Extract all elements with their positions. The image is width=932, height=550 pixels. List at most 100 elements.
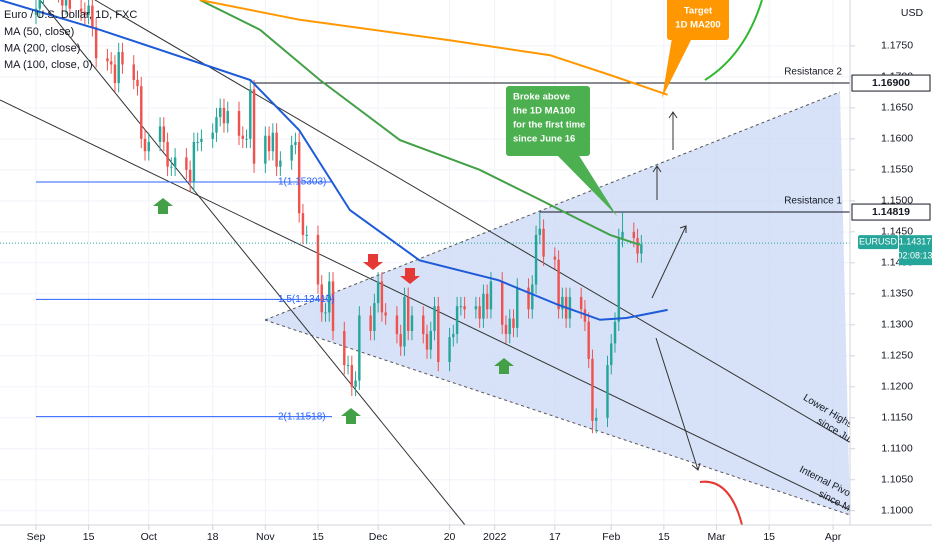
candle-body xyxy=(489,281,493,310)
candle-body xyxy=(87,5,90,15)
candle-body xyxy=(403,296,406,347)
candle-body xyxy=(162,126,166,142)
candle-body xyxy=(279,160,282,167)
legend-entry: MA (50, close) xyxy=(4,26,74,38)
time-axis-bg xyxy=(0,525,932,550)
candle-body xyxy=(320,284,323,313)
fib-label: 1.5(1.13410) xyxy=(278,294,335,305)
red-arc xyxy=(699,480,743,525)
candle-body xyxy=(218,107,222,118)
x-tick-label: 17 xyxy=(549,531,561,543)
candle-body xyxy=(147,141,151,152)
candle-body xyxy=(448,337,451,362)
callout-text: for the first time xyxy=(513,120,585,131)
candle-body xyxy=(346,365,350,367)
y-tick-label: 1.1200 xyxy=(881,381,913,393)
candle-body xyxy=(215,117,218,133)
arrows xyxy=(651,111,701,471)
ma-line xyxy=(199,0,668,96)
down-arrow xyxy=(400,268,420,284)
y-tick-label: 1.1150 xyxy=(881,412,912,424)
y-tick-label: 1.1550 xyxy=(881,164,913,176)
candle-body xyxy=(316,234,320,285)
callout-tail xyxy=(662,38,692,98)
candle-body xyxy=(527,287,530,310)
candle-body xyxy=(399,334,402,347)
candle-body xyxy=(166,141,169,167)
candle-body xyxy=(516,287,519,328)
candle-body xyxy=(297,141,301,214)
candle-body xyxy=(113,64,117,84)
candle-body xyxy=(252,89,256,164)
x-tick-label: 15 xyxy=(658,531,670,543)
candle-body xyxy=(132,64,135,80)
ma-line xyxy=(0,0,668,321)
x-tick-label: Mar xyxy=(707,531,726,543)
candle-body xyxy=(410,315,414,331)
callout-text: the 1D MA100 xyxy=(513,106,575,117)
data xyxy=(0,0,850,434)
candle-body xyxy=(117,52,120,84)
legend-entry: MA (200, close) xyxy=(4,42,80,54)
callout-tail xyxy=(556,154,617,216)
candle-body xyxy=(271,132,275,152)
candle-body xyxy=(226,110,229,124)
candle-body xyxy=(437,306,440,362)
candle-body xyxy=(264,135,267,164)
candle-body xyxy=(587,321,590,359)
candle-body xyxy=(61,0,64,6)
currency-label: USD xyxy=(901,7,924,19)
candle-body xyxy=(64,0,68,6)
x-tick-label: Feb xyxy=(602,531,620,543)
candle-body xyxy=(508,318,511,335)
candle-body xyxy=(553,256,557,260)
candle-body xyxy=(275,132,278,167)
callout-text: Broke above xyxy=(513,92,570,103)
y-tick-label: 1.1600 xyxy=(881,133,913,145)
fib-label: 1(1.15303) xyxy=(278,177,326,188)
x-tick-label: 15 xyxy=(312,531,324,543)
candle-body xyxy=(579,296,583,310)
symbol-box xyxy=(858,235,898,250)
candle-body xyxy=(343,330,346,366)
overlays: Broke above the 1D MA100 for the first t… xyxy=(153,0,894,525)
candle-body xyxy=(376,281,380,304)
level-name: Resistance 2 xyxy=(784,67,842,78)
candle-body xyxy=(324,312,327,314)
last-price-label: 1.14317 xyxy=(899,237,932,247)
price-box xyxy=(851,74,931,92)
candle-body xyxy=(452,334,455,338)
candle-body xyxy=(621,231,624,239)
y-tick-label: 1.1650 xyxy=(881,102,913,114)
candle-body xyxy=(109,61,113,65)
candle-body xyxy=(358,315,361,381)
signal-arrows xyxy=(153,198,514,424)
candle-body xyxy=(455,306,459,335)
candle-body xyxy=(249,89,252,139)
candle-body xyxy=(617,238,620,322)
callout-target: Target 1D MA200 xyxy=(662,0,729,98)
candle-body xyxy=(463,306,466,310)
candle-body xyxy=(395,315,399,335)
candle-body xyxy=(459,306,463,308)
callout-text: since June 16 xyxy=(513,134,575,145)
candle-body xyxy=(425,334,429,350)
candle-body xyxy=(196,141,199,143)
candle-body xyxy=(68,0,72,9)
up-arrow xyxy=(494,358,514,374)
candle-body xyxy=(606,365,609,418)
trend-line xyxy=(94,0,850,443)
candle-body xyxy=(91,5,94,28)
candle-body xyxy=(106,58,109,62)
candle-body xyxy=(301,213,305,235)
last-price-box xyxy=(899,235,932,266)
up-arrow xyxy=(153,198,173,214)
candle-body xyxy=(561,296,564,310)
symbol-label: EURUSD xyxy=(859,237,898,247)
candle-body xyxy=(267,135,271,152)
candle-body xyxy=(237,110,241,136)
y-tick-label: 1.1250 xyxy=(881,350,913,362)
candle-body xyxy=(185,157,188,170)
